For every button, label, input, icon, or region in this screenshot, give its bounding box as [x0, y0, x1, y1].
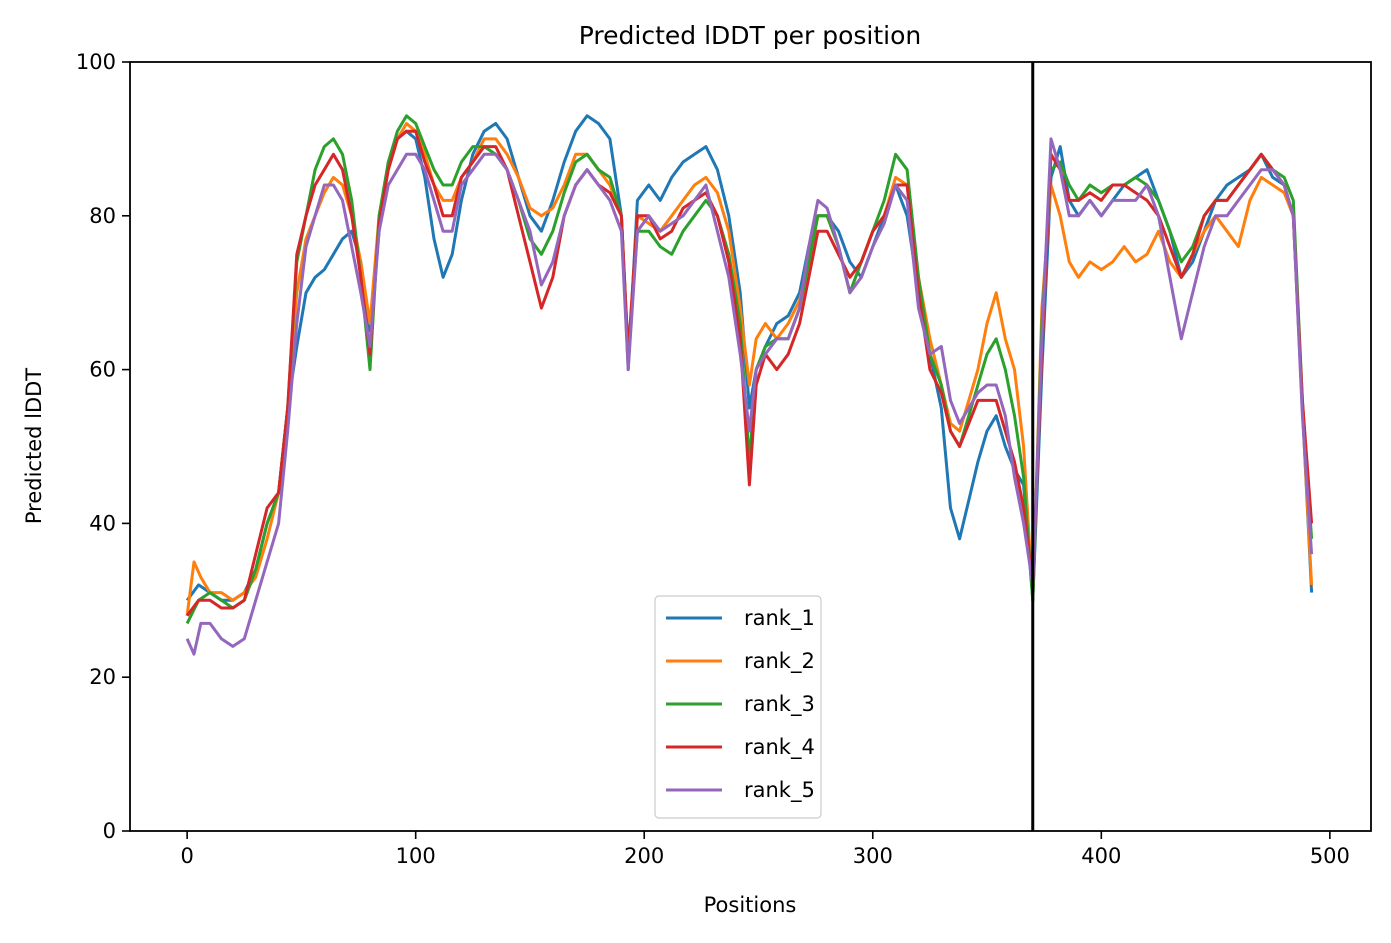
legend-label-rank_2: rank_2 [744, 649, 815, 674]
series-layer [185, 114, 1314, 656]
x-axis-ticks: 0 100 200 300 400 500 [180, 831, 1350, 868]
y-tick-label: 100 [76, 50, 116, 74]
x-tick-label: 0 [180, 844, 193, 868]
plot-frame [129, 61, 1372, 832]
y-tick-label: 80 [89, 204, 116, 228]
x-tick-label: 100 [396, 844, 436, 868]
y-tick-label: 40 [89, 511, 116, 535]
x-axis-label: Positions [704, 893, 797, 917]
legend-label-rank_5: rank_5 [744, 778, 815, 803]
x-tick-label: 500 [1310, 844, 1350, 868]
legend-entries: rank_1 rank_2 rank_3 rank_4 rank_5 [666, 606, 815, 803]
x-tick-label: 200 [624, 844, 664, 868]
legend-label-rank_4: rank_4 [744, 735, 815, 760]
series-line-rank_2 [185, 122, 1314, 616]
legend-label-rank_3: rank_3 [744, 692, 815, 717]
chart-title: Predicted lDDT per position [579, 21, 921, 50]
legend: rank_1 rank_2 rank_3 rank_4 rank_5 [654, 595, 822, 819]
y-axis-ticks: 0 20 40 60 80 100 [76, 50, 130, 843]
y-axis-label: Predicted lDDT [22, 368, 46, 524]
series-line-rank_4 [185, 129, 1314, 617]
legend-box [654, 595, 822, 819]
y-tick-label: 60 [89, 358, 116, 382]
series-line-rank_5 [185, 137, 1314, 656]
y-tick-label: 0 [103, 819, 116, 843]
y-tick-label: 20 [89, 665, 116, 689]
x-tick-label: 400 [1081, 844, 1121, 868]
x-tick-label: 300 [853, 844, 893, 868]
legend-label-rank_1: rank_1 [744, 606, 815, 631]
